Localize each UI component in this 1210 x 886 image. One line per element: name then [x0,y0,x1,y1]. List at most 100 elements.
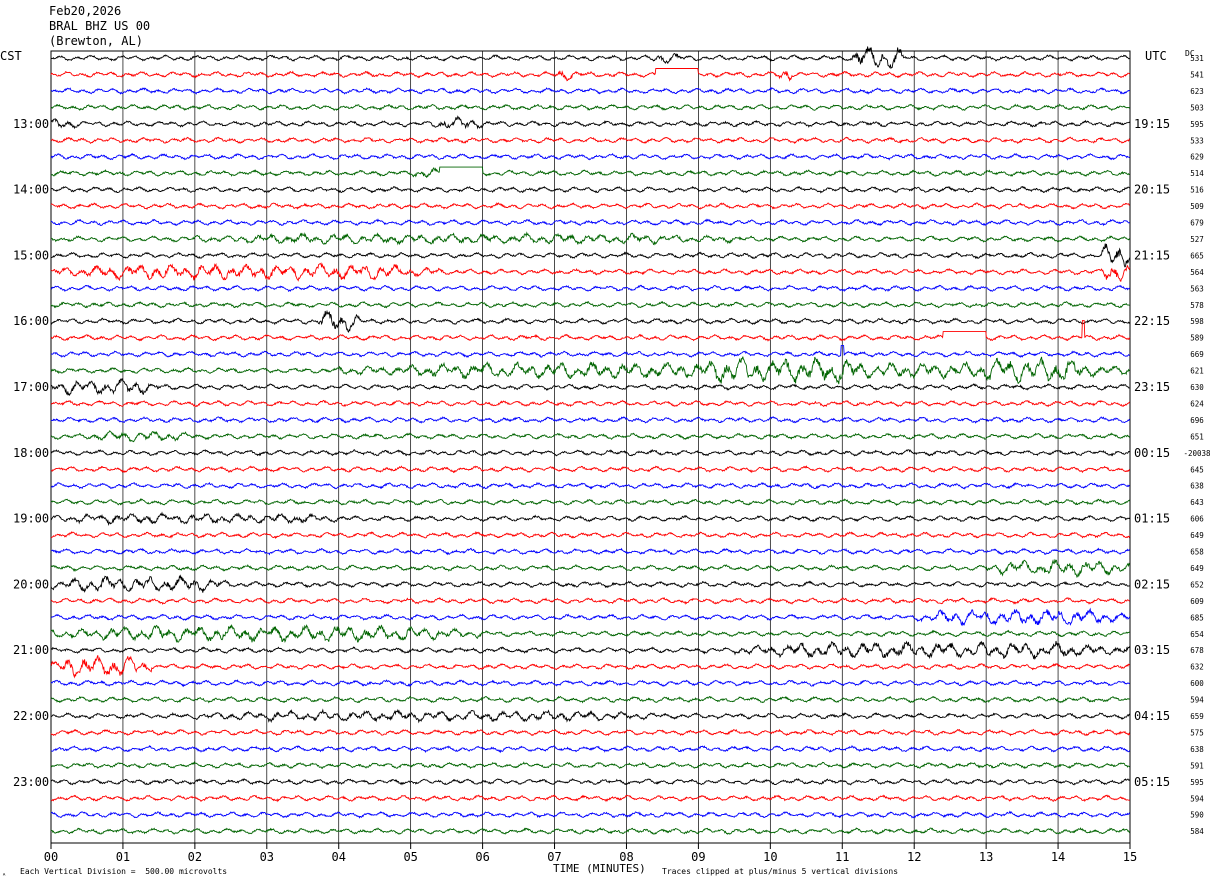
right-hour-label: 21:15 [1134,248,1170,262]
right-hour-label: 05:15 [1134,775,1170,789]
right-hour-label: 02:15 [1134,577,1170,591]
seismic-trace-row [50,309,1131,333]
x-tick-label: 11 [835,850,849,864]
dc-offset-label: 590 [1190,811,1204,820]
left-hour-label: 22:00 [13,709,49,723]
seismic-trace-row [50,231,1131,246]
dc-offset-label: 595 [1190,120,1204,129]
dc-offset-label: 598 [1190,317,1204,326]
x-axis-title: TIME (MINUTES) [553,862,646,875]
left-hour-label: 15:00 [13,248,49,262]
right-hour-label: 22:15 [1134,314,1170,328]
seismic-trace-row [50,136,1131,145]
seismic-trace-row [50,320,1131,342]
dc-offset-label: 578 [1190,301,1204,310]
scale-caption: Each Vertical Division = 500.00 microvol… [20,867,228,876]
dc-offset-label: 665 [1190,251,1204,260]
seismic-trace-row [50,498,1131,507]
right-hour-label: 01:15 [1134,512,1170,526]
dc-offset-label: 621 [1190,367,1204,376]
header-station: BRAL BHZ US 00 [49,19,151,33]
x-tick-label: 13 [979,850,993,864]
left-hour-label: 19:00 [13,512,49,526]
x-tick-label: 05 [403,850,417,864]
seismic-trace-row [50,623,1130,643]
header-location: (Brewton, AL) [49,34,143,48]
dc-offset-label: 503 [1190,103,1204,112]
dc-offset-label: 509 [1190,202,1204,211]
seismic-trace-row [50,547,1131,556]
right-hour-label: 19:15 [1134,117,1170,131]
dc-offset-label: 638 [1190,482,1204,491]
seismic-trace-row [50,827,1131,835]
dc-offset-label: 679 [1190,219,1204,228]
dc-offset-label: 594 [1190,794,1204,803]
seismic-trace-row [50,218,1130,227]
x-tick-label: 15 [1123,850,1137,864]
seismic-trace-row [50,778,1131,786]
dc-offset-label: 609 [1190,597,1204,606]
dc-offset-label: 623 [1190,87,1204,96]
seismic-trace-row [50,68,1131,82]
x-tick-label: 10 [763,850,777,864]
seismic-trace-row [50,744,1131,754]
seismic-trace-row [50,574,1130,593]
right-timezone-label: UTC [1145,49,1167,63]
header-date: Feb20,2026 [49,4,122,18]
right-hour-label: 20:15 [1134,183,1170,197]
dc-offset-label: -20038 [1183,449,1210,458]
seismic-trace-row [50,465,1131,474]
x-tick-label: 12 [907,850,921,864]
dc-offset-label: 533 [1190,136,1204,145]
dc-offset-label: 575 [1190,728,1204,737]
seismic-trace-row [50,262,1131,283]
dc-offset-label: 638 [1190,745,1204,754]
seismic-trace-row [50,708,1131,724]
right-hour-label: 03:15 [1134,643,1170,657]
dc-offset-label: 564 [1190,268,1204,277]
x-tick-label: 14 [1051,850,1065,864]
dc-offset-label: 696 [1190,416,1204,425]
seismic-trace-row [50,530,1131,540]
seismic-trace-row [50,284,1131,293]
dc-offset-label: 527 [1190,235,1204,244]
right-hour-label: 23:15 [1134,380,1170,394]
label-layer: 00 01 02 03 04 05 06 07 08 09 10 11 12 13 14 15 531 541 62… [13,54,1210,864]
seismic-trace-row [50,607,1131,627]
dc-offset-label: 591 [1190,761,1204,770]
x-tick-label: 07 [547,850,561,864]
dc-offset-label: 595 [1190,778,1204,787]
dc-offset-label: 630 [1190,383,1204,392]
dc-offset-label: 678 [1190,646,1204,655]
dc-offset-label: 594 [1190,696,1204,705]
dc-offset-label: 645 [1190,465,1204,474]
left-hour-label: 16:00 [13,314,49,328]
seismic-trace-row [50,448,1131,457]
dc-offset-label: 584 [1190,827,1204,836]
right-hour-label: 04:15 [1134,709,1170,723]
dc-header-label: DC [1185,49,1195,58]
seismic-trace-row [50,115,1131,130]
left-hour-label: 18:00 [13,446,49,460]
dc-offset-label: 624 [1190,399,1204,408]
trace-layer [50,46,1131,835]
clip-caption: Traces clipped at plus/minus 5 vertical … [662,867,899,876]
seismic-trace-row [50,794,1130,803]
plot-header: Feb20,2026 BRAL BHZ US 00 (Brewton, AL) [49,4,150,49]
seismic-trace-row [50,511,1131,527]
plot-grid [50,50,1131,849]
seismic-trace-row [50,679,1131,688]
seismic-trace-row [50,596,1131,605]
seismic-trace-row [50,46,1130,70]
dc-offset-label: 606 [1190,515,1204,524]
dc-offset-label: 654 [1190,630,1204,639]
seismic-trace-row [50,300,1130,309]
x-tick-label: 09 [691,850,705,864]
left-hour-label: 17:00 [13,380,49,394]
dc-offset-label: 649 [1190,564,1204,573]
seismic-trace-row [50,695,1131,704]
seismic-trace-row [50,810,1131,819]
dc-offset-label: 531 [1190,54,1204,63]
dc-offset-label: 685 [1190,613,1204,622]
